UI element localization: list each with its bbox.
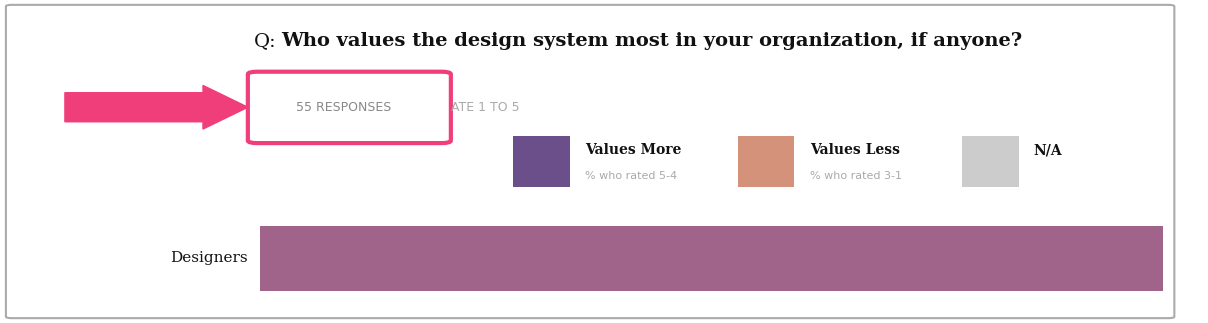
- Text: % who rated 5-4: % who rated 5-4: [586, 171, 678, 181]
- Text: 55 RESPONSES: 55 RESPONSES: [296, 101, 391, 114]
- Text: % who rated 3-1: % who rated 3-1: [809, 171, 901, 181]
- FancyBboxPatch shape: [738, 136, 795, 187]
- FancyArrow shape: [65, 86, 248, 129]
- FancyBboxPatch shape: [513, 136, 570, 187]
- FancyBboxPatch shape: [962, 136, 1018, 187]
- Text: Values More: Values More: [586, 143, 681, 157]
- Text: Designers: Designers: [170, 251, 248, 266]
- FancyBboxPatch shape: [6, 5, 1174, 318]
- Text: Q:: Q:: [254, 32, 277, 50]
- Text: N/A: N/A: [1034, 143, 1063, 157]
- Text: ATE 1 TO 5: ATE 1 TO 5: [451, 101, 519, 114]
- FancyBboxPatch shape: [248, 72, 451, 143]
- Text: Values Less: Values Less: [809, 143, 900, 157]
- Text: Who values the design system most in your organization, if anyone?: Who values the design system most in you…: [281, 32, 1022, 50]
- FancyBboxPatch shape: [260, 226, 1162, 291]
